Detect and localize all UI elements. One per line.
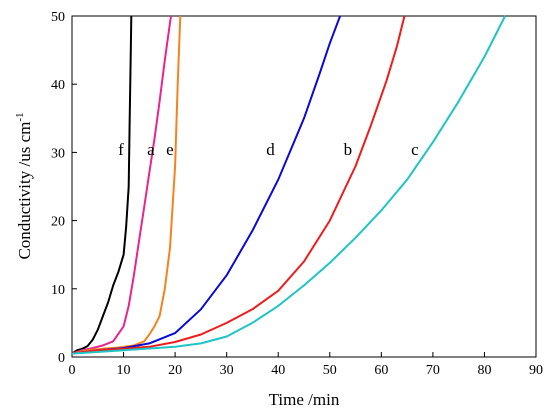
x-tick-label: 10 [117, 363, 131, 378]
x-tick-label: 90 [529, 363, 543, 378]
x-tick-label: 70 [426, 363, 440, 378]
x-tick-label: 60 [374, 363, 388, 378]
y-tick-label: 30 [51, 146, 65, 161]
series-c-line [71, 15, 506, 355]
series-f-line [71, 15, 133, 355]
y-axis-title-main: Conductivity /us cm [15, 122, 34, 260]
y-axis-title-superscript: -1 [14, 112, 26, 121]
plot-frame [71, 15, 537, 358]
series-a-label: a [147, 140, 155, 159]
x-tick-label: 40 [271, 363, 285, 378]
y-tick-label: 10 [51, 283, 65, 298]
x-tick-label: 0 [69, 363, 76, 378]
series-a-line [71, 15, 172, 355]
series-e-label: e [166, 140, 174, 159]
x-axis-title: Time /min [269, 390, 340, 409]
y-tick-label: 0 [58, 351, 65, 366]
x-tick-label: 80 [477, 363, 491, 378]
series-b-line [71, 15, 406, 355]
y-tick-label: 50 [51, 10, 65, 25]
series-c-label: c [411, 140, 419, 159]
curves [71, 15, 506, 355]
series-d-label: d [266, 140, 275, 159]
x-tick-label: 20 [168, 363, 182, 378]
series-d-line [71, 15, 342, 355]
y-tick-label: 40 [51, 78, 65, 93]
series-f-label: f [118, 140, 124, 159]
y-tick-label: 20 [51, 215, 65, 230]
x-tick-label: 30 [220, 363, 234, 378]
axis-ticks: 0 10 20 30 40 50 60 70 80 90 0 10 20 30 40 50 [51, 10, 543, 378]
x-tick-label: 50 [323, 363, 337, 378]
y-axis-title: Conductivity /us cm-1 [14, 112, 34, 259]
series-b-label: b [344, 140, 353, 159]
